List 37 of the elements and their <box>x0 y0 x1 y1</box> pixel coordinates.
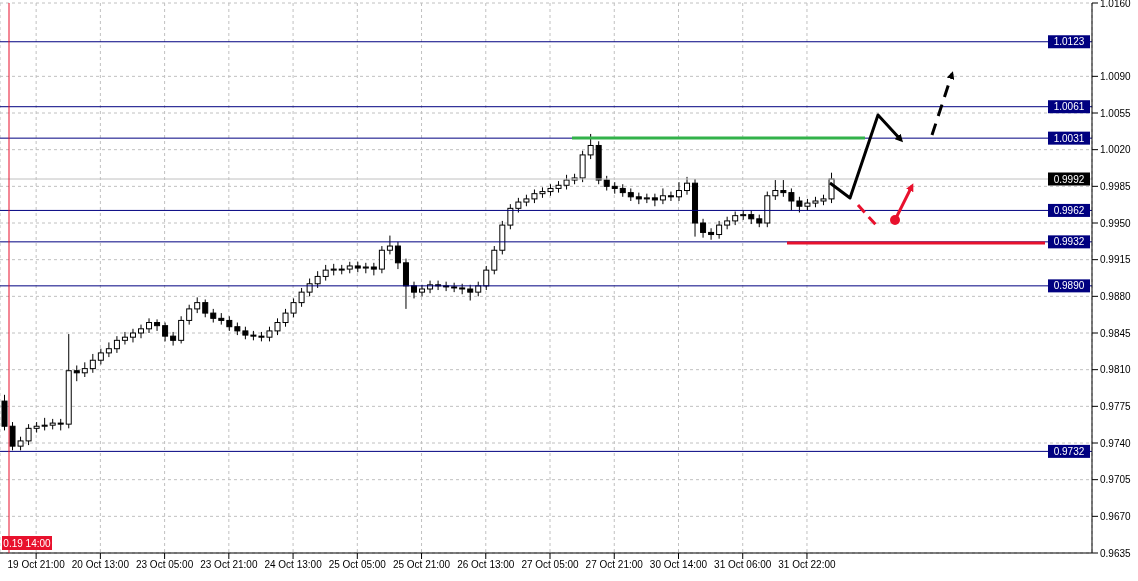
y-tick-label: 0.9775 <box>1100 400 1132 412</box>
y-tick-label: 0.9670 <box>1100 510 1132 522</box>
y-tick-label: 0.9635 <box>1100 547 1132 559</box>
y-tick-label: 1.0160 <box>1100 0 1132 9</box>
y-tick-label: 0.9810 <box>1100 364 1132 376</box>
x-tick-label: 19 Oct 21:00 <box>7 559 66 571</box>
y-tick-label: 0.9845 <box>1100 327 1132 339</box>
y-tick-label: 0.9740 <box>1100 437 1132 449</box>
x-tick-label: 27 Oct 21:00 <box>585 559 644 571</box>
y-tick-label: 0.9705 <box>1100 474 1132 486</box>
x-tick-label: 23 Oct 21:00 <box>200 559 258 571</box>
x-tick-label: 20 Oct 13:00 <box>71 559 130 571</box>
ref-line-label: 1.0061 <box>1053 101 1085 113</box>
ref-line-label: 0.9992 <box>1053 173 1085 185</box>
ref-line-label: 0.9890 <box>1053 280 1085 292</box>
x-tick-label: 25 Oct 05:00 <box>328 559 387 571</box>
annotation: 0.19 14:00 <box>3 538 52 549</box>
y-tick-label: 1.0055 <box>1100 107 1132 119</box>
x-tick-label: 31 Oct 06:00 <box>714 559 772 571</box>
x-tick-label: 27 Oct 05:00 <box>521 559 580 571</box>
ref-line-label: 0.9962 <box>1053 204 1085 216</box>
y-tick-label: 1.0090 <box>1100 70 1132 82</box>
x-tick-label: 23 Oct 05:00 <box>135 559 194 571</box>
ref-line-label: 0.9932 <box>1053 236 1085 248</box>
x-tick-label: 30 Oct 14:00 <box>649 559 708 571</box>
y-tick-label: 0.9985 <box>1100 180 1132 192</box>
y-tick-label: 0.9915 <box>1100 254 1132 266</box>
ref-line-label: 0.9732 <box>1053 445 1085 457</box>
ref-line-label: 1.0123 <box>1053 36 1085 48</box>
x-tick-label: 26 Oct 13:00 <box>457 559 515 571</box>
y-tick-label: 1.0020 <box>1100 144 1132 156</box>
ref-line-label: 1.0031 <box>1053 132 1085 144</box>
x-tick-label: 25 Oct 21:00 <box>392 559 451 571</box>
y-tick-label: 0.9950 <box>1100 217 1132 229</box>
y-tick-label: 0.9880 <box>1100 290 1132 302</box>
x-tick-label: 24 Oct 13:00 <box>264 559 323 571</box>
x-tick-label: 31 Oct 22:00 <box>778 559 837 571</box>
